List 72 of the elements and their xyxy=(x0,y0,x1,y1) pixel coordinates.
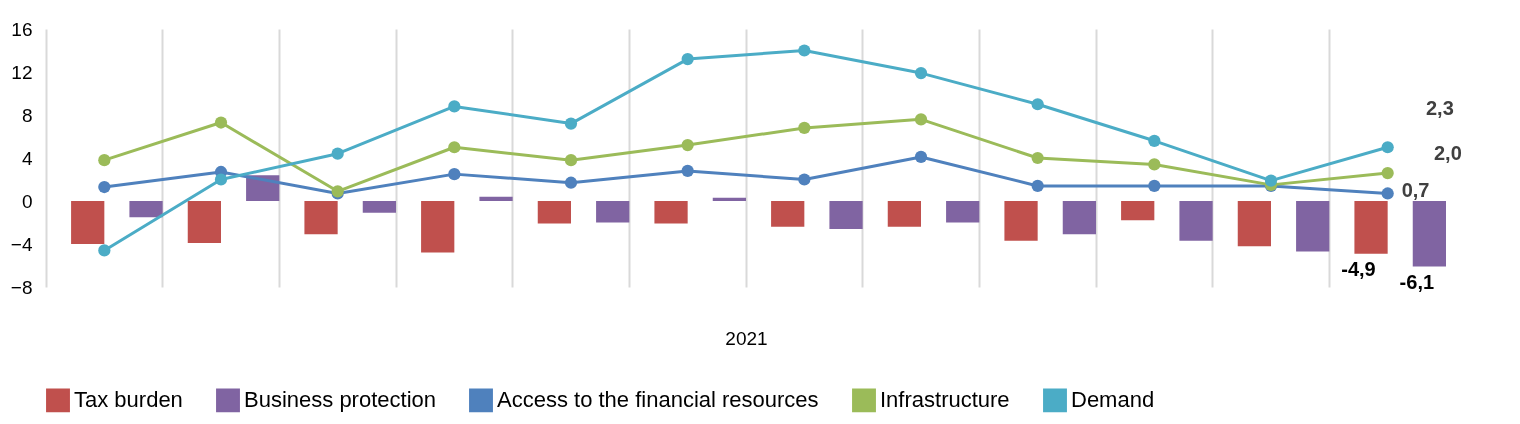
point xyxy=(1031,151,1044,165)
x-axis-title: 2021 xyxy=(725,327,768,349)
data-label: -6,1 xyxy=(1399,270,1435,293)
point xyxy=(564,117,578,130)
y-tick-label: 12 xyxy=(11,61,33,83)
legend-label: Business protection xyxy=(244,387,436,413)
bar xyxy=(1296,201,1330,252)
point xyxy=(1031,98,1044,111)
point xyxy=(1148,158,1161,171)
bar xyxy=(304,201,338,235)
y-tick-label: −8 xyxy=(10,276,33,298)
point xyxy=(448,168,461,181)
annotation: 2,0 xyxy=(1434,142,1462,164)
point xyxy=(448,100,461,113)
y-tick-label: 16 xyxy=(11,18,33,40)
point xyxy=(798,44,811,57)
point xyxy=(448,141,461,154)
point xyxy=(1148,179,1161,193)
legend-label: Infrastructure xyxy=(880,387,1010,413)
bar xyxy=(887,201,921,227)
point xyxy=(98,180,111,194)
bar xyxy=(537,201,571,224)
bar xyxy=(421,201,455,253)
data-label: 0,7 xyxy=(1401,179,1430,202)
legend-label: Access to the financial resources xyxy=(497,387,819,413)
point xyxy=(914,113,928,126)
point xyxy=(1381,166,1394,180)
bar xyxy=(1179,201,1213,241)
point xyxy=(564,154,578,167)
bar xyxy=(1354,201,1388,254)
point xyxy=(798,173,811,186)
bar xyxy=(829,201,863,229)
point xyxy=(98,244,111,257)
point xyxy=(914,150,928,164)
y-tick-label: 0 xyxy=(21,190,33,212)
data-label: -4,9 xyxy=(1341,257,1376,280)
bar xyxy=(712,197,746,201)
annotation: 2,3 xyxy=(1426,97,1454,119)
point xyxy=(214,116,228,129)
point xyxy=(681,138,694,152)
point xyxy=(681,52,694,66)
point xyxy=(564,176,578,189)
y-tick-label: 4 xyxy=(21,147,33,169)
bar xyxy=(129,201,163,218)
bar xyxy=(1412,201,1446,267)
legend-label: Tax burden xyxy=(74,387,183,413)
point xyxy=(1381,141,1394,154)
point xyxy=(1264,174,1278,187)
point xyxy=(914,66,928,80)
bar xyxy=(1062,201,1096,235)
point xyxy=(214,173,228,186)
bar xyxy=(654,201,688,224)
bar xyxy=(946,201,980,223)
bar xyxy=(596,201,630,223)
bar xyxy=(771,201,805,227)
bar xyxy=(362,201,396,213)
bar xyxy=(1237,201,1271,247)
bar xyxy=(479,196,513,201)
bar xyxy=(71,201,105,244)
legend-label: Demand xyxy=(1071,387,1155,413)
bar xyxy=(187,201,221,243)
point xyxy=(98,154,111,167)
bar xyxy=(1121,201,1155,221)
point xyxy=(1148,134,1161,147)
bar xyxy=(1004,201,1038,241)
point xyxy=(1031,179,1044,193)
point xyxy=(331,147,344,160)
y-tick-label: −4 xyxy=(10,233,33,255)
y-tick-label: 8 xyxy=(21,104,33,126)
point xyxy=(1381,187,1394,200)
point xyxy=(798,121,811,135)
point xyxy=(681,164,694,178)
